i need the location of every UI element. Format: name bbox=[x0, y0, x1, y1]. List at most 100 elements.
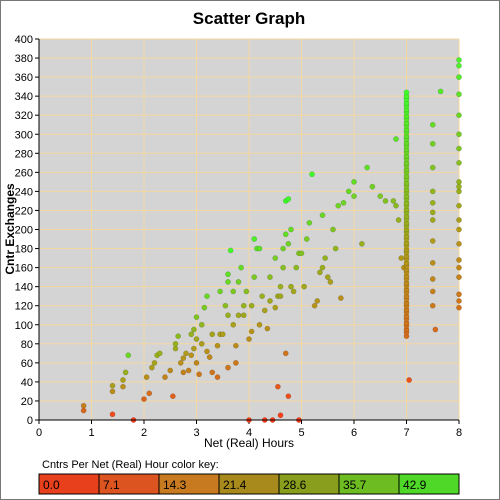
data-point bbox=[390, 198, 397, 204]
data-point bbox=[324, 274, 331, 280]
data-point bbox=[332, 245, 339, 252]
data-point bbox=[429, 164, 436, 171]
data-point bbox=[177, 360, 184, 366]
data-point bbox=[429, 217, 436, 223]
data-point bbox=[146, 390, 153, 397]
y-tick-label: 240 bbox=[15, 186, 33, 198]
x-tick-label: 8 bbox=[456, 427, 462, 439]
data-point bbox=[209, 331, 216, 338]
data-point bbox=[175, 333, 181, 340]
data-point bbox=[395, 217, 402, 223]
data-point bbox=[280, 264, 286, 271]
y-axis-ticks: 0 20 40 60 80 100 120 140 160 180 200 220 240 260 280 3… bbox=[15, 34, 39, 427]
data-point bbox=[359, 240, 365, 247]
y-tick-label: 140 bbox=[15, 282, 33, 294]
data-point bbox=[456, 291, 462, 298]
data-point bbox=[198, 340, 205, 347]
data-point bbox=[317, 269, 323, 276]
data-point bbox=[149, 364, 155, 371]
color-key: 0.0 7.1 14.3 21.4 28.6 35.7 42.9 bbox=[38, 473, 460, 495]
data-point bbox=[288, 226, 294, 233]
color-key-label: 14.3 bbox=[163, 478, 187, 492]
data-point bbox=[319, 212, 326, 219]
data-point bbox=[196, 371, 202, 378]
x-tick-label: 2 bbox=[141, 427, 147, 439]
y-tick-label: 100 bbox=[15, 320, 33, 332]
x-tick-label: 3 bbox=[193, 427, 199, 439]
data-point bbox=[429, 302, 436, 309]
data-point bbox=[382, 198, 389, 204]
data-point bbox=[437, 88, 444, 95]
data-point bbox=[345, 188, 352, 195]
data-point bbox=[403, 89, 410, 96]
data-point bbox=[214, 342, 221, 349]
y-tick-label: 160 bbox=[15, 263, 33, 275]
data-point bbox=[429, 188, 436, 195]
data-point bbox=[125, 352, 132, 359]
data-point bbox=[456, 159, 462, 166]
data-point bbox=[225, 364, 231, 371]
y-tick-label: 40 bbox=[21, 377, 33, 389]
data-point bbox=[225, 271, 231, 278]
data-point bbox=[311, 302, 318, 309]
color-key-label: 28.6 bbox=[283, 478, 307, 492]
data-point bbox=[351, 179, 357, 185]
color-key-caption: Cntrs Per Net (Real) Hour color key: bbox=[42, 459, 219, 471]
y-tick-label: 80 bbox=[21, 339, 33, 351]
data-point bbox=[393, 136, 399, 142]
data-point bbox=[230, 321, 237, 328]
color-key-label: 42.9 bbox=[403, 478, 427, 492]
y-tick-label: 280 bbox=[15, 148, 33, 160]
data-point bbox=[364, 164, 370, 171]
data-point bbox=[277, 283, 284, 290]
data-point bbox=[109, 382, 116, 389]
y-tick-label: 400 bbox=[15, 34, 33, 46]
data-point bbox=[456, 240, 462, 247]
y-tick-label: 380 bbox=[15, 53, 33, 65]
data-point bbox=[238, 264, 244, 271]
y-tick-label: 20 bbox=[21, 396, 33, 408]
chart-title: Scatter Graph bbox=[193, 9, 305, 28]
data-point bbox=[156, 350, 163, 357]
color-key-label: 7.1 bbox=[103, 478, 120, 492]
data-point bbox=[222, 302, 229, 309]
data-point bbox=[201, 304, 208, 311]
data-point bbox=[235, 312, 242, 319]
data-point bbox=[456, 257, 462, 263]
data-point bbox=[456, 188, 462, 195]
y-tick-label: 340 bbox=[15, 91, 33, 103]
data-point bbox=[432, 326, 439, 333]
data-point bbox=[377, 193, 384, 200]
data-point bbox=[456, 131, 462, 138]
data-point bbox=[188, 352, 195, 359]
data-point bbox=[248, 302, 255, 309]
data-point bbox=[240, 302, 247, 309]
x-tick-label: 1 bbox=[88, 427, 94, 439]
data-point bbox=[293, 264, 300, 271]
y-tick-label: 60 bbox=[21, 358, 33, 370]
data-point bbox=[340, 199, 347, 206]
data-point bbox=[248, 328, 255, 335]
data-point bbox=[277, 293, 284, 300]
data-point bbox=[122, 369, 129, 376]
data-point bbox=[120, 383, 126, 390]
data-point bbox=[309, 171, 315, 178]
data-point bbox=[398, 255, 405, 261]
data-point bbox=[272, 304, 279, 311]
data-point bbox=[429, 238, 436, 244]
data-point bbox=[282, 350, 289, 357]
data-point bbox=[256, 321, 263, 328]
data-point bbox=[285, 393, 292, 400]
data-point bbox=[109, 388, 116, 395]
data-point bbox=[456, 202, 462, 209]
data-point bbox=[429, 209, 436, 216]
data-point bbox=[288, 283, 294, 290]
data-point bbox=[285, 240, 292, 247]
data-point bbox=[335, 202, 342, 209]
data-point bbox=[180, 355, 187, 361]
data-point bbox=[209, 369, 216, 376]
data-point bbox=[191, 326, 197, 333]
data-point bbox=[393, 202, 399, 209]
data-point bbox=[322, 255, 328, 261]
